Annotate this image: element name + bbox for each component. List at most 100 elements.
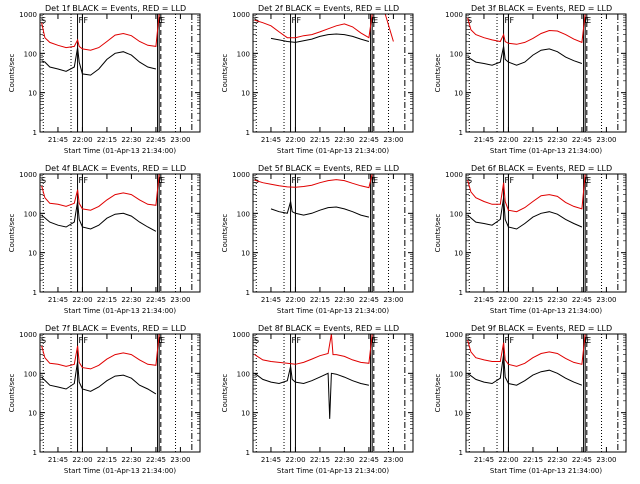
y-tick-label: 100 (24, 50, 37, 58)
panel-title: Det 9f BLACK = Events, RED = LLD (471, 324, 612, 333)
panel-title: Det 6f BLACK = Events, RED = LLD (471, 164, 612, 173)
series-lld-line (467, 14, 586, 45)
x-tick-label: 23:00 (170, 456, 190, 464)
x-tick-label: 22:15 (97, 136, 117, 144)
series-lld-line (254, 174, 373, 189)
series-events-line (270, 33, 370, 43)
marker-label: F (83, 336, 88, 345)
x-tick-label: 22:15 (310, 456, 330, 464)
x-axis-label: Start Time (01-Apr-13 21:34:00) (277, 467, 389, 475)
chart-panel-7: Det 7f BLACK = Events, RED = LLD Counts/s… (8, 324, 201, 475)
y-tick-label: 1 (459, 129, 463, 137)
plot-frame (39, 173, 201, 293)
y-axis-label: Counts/sec (221, 54, 229, 93)
y-tick-label: 1 (459, 449, 463, 457)
marker-label: E (160, 176, 165, 185)
x-tick-label: 22:15 (97, 296, 117, 304)
chart-panel-3: Det 3f BLACK = Events, RED = LLD Counts/s… (434, 4, 627, 155)
y-tick-label: 1000 (232, 171, 250, 179)
chart-panel-2: Det 2f BLACK = Events, RED = LLD Counts/s… (221, 4, 414, 155)
y-tick-label: 100 (450, 370, 463, 378)
y-axis-label: Counts/sec (434, 54, 442, 93)
x-axis-label: Start Time (01-Apr-13 21:34:00) (490, 147, 602, 155)
y-tick-label: 1 (246, 289, 250, 297)
x-tick-label: 22:15 (97, 456, 117, 464)
x-tick-label: 22:00 (285, 456, 305, 464)
x-tick-label: 23:00 (170, 296, 190, 304)
x-tick-label: 22:30 (121, 296, 141, 304)
marker-label: E (372, 336, 377, 345)
x-tick-label: 22:15 (523, 136, 543, 144)
series-events-line (254, 366, 370, 419)
marker-label: E (159, 16, 164, 25)
x-tick-label: 23:00 (596, 296, 616, 304)
y-tick-label: 1 (33, 289, 37, 297)
chart-panel-1: Det 1f BLACK = Events, RED = LLD Counts/s… (8, 4, 201, 155)
y-tick-label: 10 (28, 410, 37, 418)
marker-label: F (79, 176, 84, 185)
x-tick-label: 22:45 (572, 296, 592, 304)
x-tick-label: 23:00 (596, 136, 616, 144)
x-tick-label: 22:00 (285, 296, 305, 304)
y-tick-label: 100 (24, 210, 37, 218)
x-tick-label: 21:45 (474, 296, 494, 304)
marker-label: E (372, 16, 377, 25)
series-lld-line (467, 334, 586, 367)
x-tick-label: 23:00 (383, 456, 403, 464)
x-axis-label: Start Time (01-Apr-13 21:34:00) (277, 307, 389, 315)
marker-label: E (586, 336, 591, 345)
marker-label: F (79, 336, 84, 345)
series-lld-line (41, 14, 160, 51)
x-tick-label: 22:45 (359, 456, 379, 464)
marker-label: E (159, 176, 164, 185)
x-tick-label: 22:15 (310, 136, 330, 144)
y-axis-label: Counts/sec (434, 214, 442, 253)
panel-title: Det 2f BLACK = Events, RED = LLD (258, 4, 399, 13)
y-tick-label: 10 (241, 410, 250, 418)
x-tick-label: 22:00 (72, 136, 92, 144)
y-tick-label: 10 (28, 90, 37, 98)
marker-label: E (159, 336, 164, 345)
x-axis-label: Start Time (01-Apr-13 21:34:00) (490, 467, 602, 475)
marker-label: S (41, 336, 46, 345)
y-tick-label: 1000 (445, 171, 463, 179)
plot-frame (465, 173, 627, 293)
y-tick-label: 10 (28, 250, 37, 258)
marker-label: E (586, 16, 591, 25)
panel-title: Det 3f BLACK = Events, RED = LLD (471, 4, 612, 13)
marker-label: F (296, 336, 301, 345)
series-events-line (41, 201, 157, 232)
x-tick-label: 21:45 (474, 456, 494, 464)
x-tick-label: 21:45 (474, 136, 494, 144)
x-tick-label: 22:45 (146, 456, 166, 464)
y-tick-label: 1000 (232, 11, 250, 19)
plot-frame (39, 333, 201, 453)
y-axis-label: Counts/sec (221, 374, 229, 413)
series-lld-line (41, 334, 160, 370)
marker-label: E (373, 336, 378, 345)
series-events-line (270, 201, 370, 218)
marker-label: E (373, 16, 378, 25)
marker-label: E (585, 16, 590, 25)
y-tick-label: 1000 (19, 11, 37, 19)
panel-title: Det 1f BLACK = Events, RED = LLD (45, 4, 186, 13)
marker-label: F (292, 16, 297, 25)
x-tick-label: 22:45 (572, 456, 592, 464)
series-lld-line (467, 174, 586, 213)
x-tick-label: 21:45 (261, 296, 281, 304)
x-tick-label: 23:00 (170, 136, 190, 144)
x-axis-label: Start Time (01-Apr-13 21:34:00) (490, 307, 602, 315)
x-tick-label: 21:45 (48, 136, 68, 144)
x-tick-label: 22:00 (72, 296, 92, 304)
series-events-line (41, 361, 157, 395)
x-axis-label: Start Time (01-Apr-13 21:34:00) (64, 147, 176, 155)
y-tick-label: 10 (454, 90, 463, 98)
marker-label: F (79, 16, 84, 25)
marker-label: E (585, 336, 590, 345)
y-tick-label: 10 (454, 410, 463, 418)
x-tick-label: 23:00 (383, 296, 403, 304)
plot-frame (252, 13, 414, 133)
marker-label: S (41, 176, 46, 185)
marker-label: S (467, 176, 472, 185)
